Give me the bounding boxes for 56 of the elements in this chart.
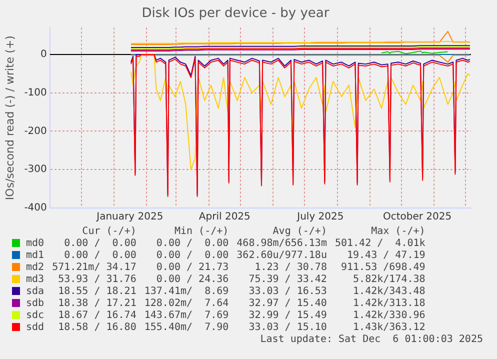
x-tick-label: April 2025 <box>198 212 250 223</box>
legend-label: sdd <box>25 322 46 334</box>
legend-label: md3 <box>25 274 46 286</box>
text: Last update: Sat Dec 6 01:00:03 2025 <box>259 334 484 346</box>
text: 468.98m/656.13m <box>236 238 328 250</box>
text: 33.03 / 16.53 <box>248 286 328 298</box>
text: 1.42k/343.48 <box>352 286 426 298</box>
text: 18.38 / 17.21 <box>57 298 138 310</box>
x-tick-label: October 2025 <box>382 212 452 223</box>
y-tick-label: -300 <box>24 164 47 176</box>
text: 128.02m/ 7.64 <box>143 298 230 310</box>
text: Avg (-/+) <box>272 226 328 238</box>
text: 32.97 / 15.40 <box>248 298 328 310</box>
text: 0.00 / 0.00 <box>63 250 138 262</box>
text: 362.60u/977.18u <box>236 250 328 262</box>
text: 0.00 / 0.00 <box>155 250 230 262</box>
y-tick-label: -400 <box>24 202 47 214</box>
text: 1.23 / 30.78 <box>254 262 328 274</box>
text: 155.40m/ 7.90 <box>143 322 230 334</box>
text: 137.41m/ 8.69 <box>143 286 230 298</box>
text: 1.42k/313.18 <box>352 298 426 310</box>
y-tick-label: 0 <box>40 49 47 60</box>
chart-title: Disk IOs per device - by year <box>142 6 330 22</box>
x-tick-label: January 2025 <box>96 212 164 223</box>
text: 18.55 / 18.21 <box>57 286 138 298</box>
text: 1.43k/363.12 <box>352 322 426 334</box>
text: 19.43 / 47.19 <box>346 250 426 262</box>
legend-label: sdc <box>25 310 46 322</box>
text: 53.93 / 31.76 <box>57 274 138 286</box>
text: 0.00 / 0.00 <box>155 238 230 250</box>
legend-label: sdb <box>25 298 46 310</box>
text: 0.00 / 0.00 <box>63 238 138 250</box>
y-tick-label: -200 <box>24 126 47 137</box>
text: 911.53 /698.49 <box>340 262 426 274</box>
text: 75.39 / 33.42 <box>248 274 328 286</box>
y-axis-title: IOs/second read (-) / write (+) <box>3 36 16 200</box>
legend-label: md2 <box>25 262 46 274</box>
text: 501.42 / 4.01k <box>334 238 426 250</box>
text: Min (-/+) <box>173 226 230 238</box>
legend-label: sda <box>25 286 46 298</box>
x-tick-label: July 2025 <box>296 212 344 223</box>
text: 18.58 / 16.80 <box>57 322 138 334</box>
text: 32.99 / 15.49 <box>248 310 328 322</box>
legend-label: md0 <box>25 238 46 250</box>
text: 143.67m/ 7.69 <box>143 310 230 322</box>
text: 571.21m/ 34.17 <box>51 262 138 274</box>
text: Cur (-/+) <box>81 226 138 238</box>
y-tick-label: -100 <box>24 87 47 98</box>
text: 0.00 / 21.73 <box>155 262 230 274</box>
text: Max (-/+) <box>370 226 426 238</box>
text: 18.67 / 16.74 <box>57 310 138 322</box>
text: 33.03 / 15.10 <box>248 322 328 334</box>
text: 5.82k/174.38 <box>352 274 426 286</box>
legend-label: md1 <box>25 250 46 262</box>
text: 0.00 / 24.36 <box>155 274 230 286</box>
text: 1.42k/330.96 <box>352 310 426 322</box>
